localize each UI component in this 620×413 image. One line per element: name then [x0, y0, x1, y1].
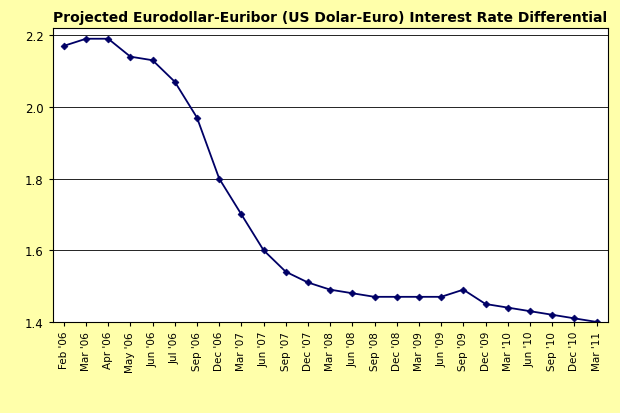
Title: Projected Eurodollar-Euribor (US Dolar-Euro) Interest Rate Differential: Projected Eurodollar-Euribor (US Dolar-E… [53, 11, 607, 25]
